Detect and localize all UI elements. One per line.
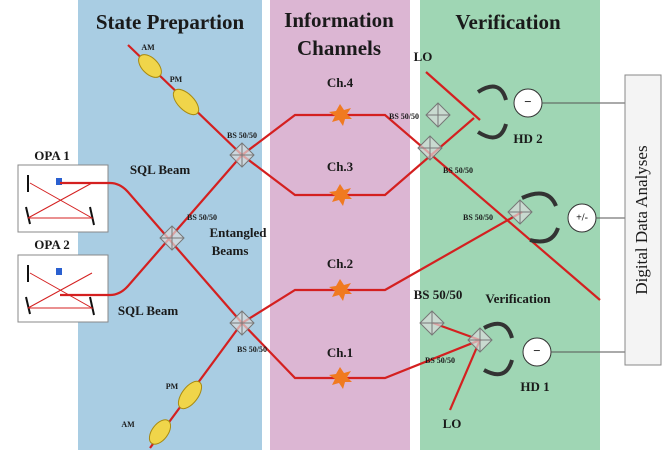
- opa-label: OPA 2: [34, 237, 70, 252]
- detector-sign: −: [533, 343, 540, 358]
- modulator-label: PM: [170, 75, 183, 84]
- panel-title: Channels: [297, 36, 381, 60]
- output-box: [624, 74, 662, 366]
- bs-label: BS 50/50: [187, 213, 217, 222]
- output-label: Digital Data Analyses: [632, 145, 651, 294]
- panel-title: State Prepartion: [96, 10, 245, 34]
- channel-label: Ch.4: [327, 75, 354, 90]
- beam-label: Entangled: [209, 225, 267, 240]
- panel-title: Information: [284, 8, 394, 32]
- bs-label: BS 50/50: [443, 166, 473, 175]
- beam-label: SQL Beam: [130, 162, 190, 177]
- bs-label: BS 50/50: [237, 345, 267, 354]
- state-panel: [78, 0, 262, 450]
- modulators: [138, 54, 203, 445]
- opa-box: [17, 164, 109, 323]
- beam-label: SQL Beam: [118, 303, 178, 318]
- channel-label: Ch.2: [327, 256, 353, 271]
- lo-label: LO: [414, 49, 433, 64]
- opa-label: OPA 1: [34, 148, 70, 163]
- detector-label: HD 1: [520, 379, 549, 394]
- detector-sign: −: [524, 94, 531, 109]
- beam-label: Beams: [212, 243, 249, 258]
- detector-label: Verification: [485, 291, 551, 306]
- lo-label: LO: [443, 416, 462, 431]
- detector-sign: +/-: [576, 212, 588, 223]
- bs-label: BS 50/50: [425, 356, 455, 365]
- detector-label: HD 2: [513, 131, 542, 146]
- bs-label: BS 50/50: [389, 112, 419, 121]
- panel-title: Verification: [455, 10, 561, 34]
- modulator-label: AM: [141, 43, 155, 52]
- beam-splitters: [159, 102, 533, 353]
- bs-label: BS 50/50: [463, 213, 493, 222]
- bs-label: BS 50/50: [414, 287, 463, 302]
- bs-label: BS 50/50: [227, 131, 257, 140]
- modulator-label: AM: [121, 420, 135, 429]
- modulator-label: PM: [166, 382, 179, 391]
- noise: [329, 104, 352, 389]
- channel-label: Ch.1: [327, 345, 353, 360]
- channel-label: Ch.3: [327, 159, 354, 174]
- detectors: [476, 84, 625, 377]
